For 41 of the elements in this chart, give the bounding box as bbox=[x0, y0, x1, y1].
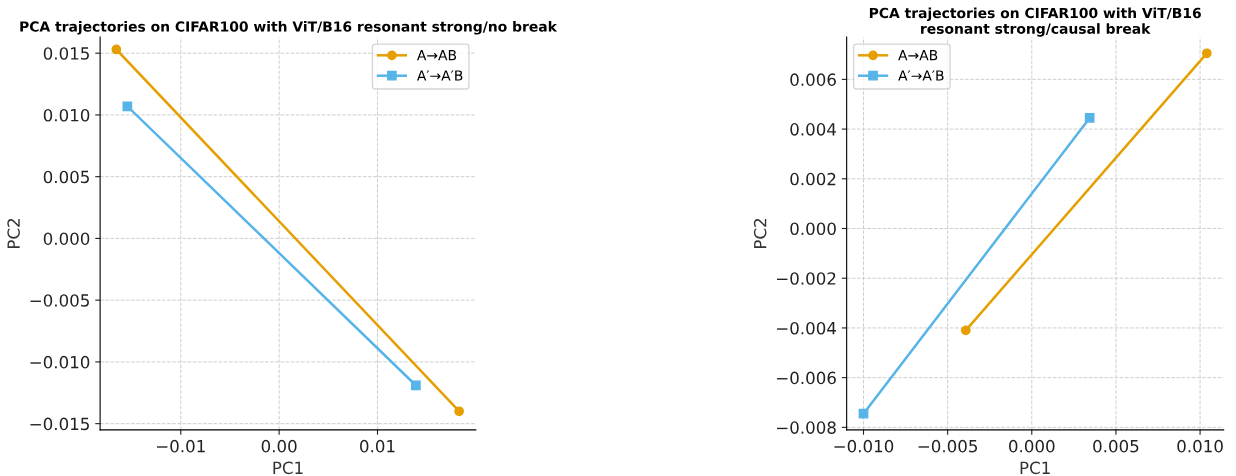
point bbox=[122, 101, 133, 112]
point bbox=[960, 325, 971, 336]
legend-label: A′→A′B bbox=[898, 70, 944, 81]
y-tick-label: 0.000 bbox=[790, 222, 836, 236]
point bbox=[454, 406, 465, 417]
y-tick-label: 0.004 bbox=[790, 123, 836, 136]
x-axis-title: PC1 bbox=[1020, 461, 1050, 475]
y-tick-label: −0.008 bbox=[777, 421, 836, 434]
y-tick-label: −0.006 bbox=[777, 371, 836, 385]
y-tick-label: 0.015 bbox=[43, 47, 89, 60]
y-tick-label: 0.000 bbox=[43, 232, 90, 245]
y-tick-label: 0.006 bbox=[790, 73, 836, 86]
text: 0.00 bbox=[261, 439, 297, 453]
y-tick-label: −0.015 bbox=[30, 417, 89, 431]
chart-title: PCA trajectories on CIFAR100 with ViT/B16 resonant strong/no break bbox=[20, 21, 558, 35]
point bbox=[858, 408, 869, 419]
x-axis-title: PC1 bbox=[273, 461, 303, 475]
y-tick-label: −0.010 bbox=[30, 355, 90, 369]
legend-label: A→AB bbox=[898, 50, 938, 61]
x-tick-label: −0.005 bbox=[918, 439, 978, 453]
x-tick-label: −0.01 bbox=[157, 439, 205, 453]
x-tick-label: 0.000 bbox=[1009, 439, 1055, 453]
point bbox=[1201, 48, 1212, 59]
y-tick-label: 0.010 bbox=[43, 108, 90, 122]
legend-label: A′→A′B bbox=[416, 70, 463, 81]
y-axis-title: PC2 bbox=[7, 219, 20, 248]
y-tick-label: 0.002 bbox=[790, 172, 836, 186]
x-tick-label: 0.005 bbox=[1093, 439, 1139, 453]
legend-label: A→AB bbox=[416, 50, 457, 61]
point bbox=[1084, 113, 1095, 123]
x-tick-label: −0.010 bbox=[834, 439, 894, 453]
y-tick-label: 0.005 bbox=[43, 170, 89, 184]
y-tick-label: −0.005 bbox=[30, 294, 89, 307]
y-tick-label: −0.002 bbox=[777, 272, 836, 285]
y-axis-title: PC2 bbox=[753, 219, 767, 248]
x-tick-label: 0.010 bbox=[1177, 439, 1223, 453]
chart-title: PCA trajectories on CIFAR100 with ViT/B16 resonant strong/causal break bbox=[869, 7, 1201, 37]
y-tick-label: −0.004 bbox=[777, 321, 836, 335]
x-tick-label: 0.01 bbox=[360, 439, 395, 453]
point bbox=[111, 44, 122, 55]
point bbox=[410, 380, 421, 391]
